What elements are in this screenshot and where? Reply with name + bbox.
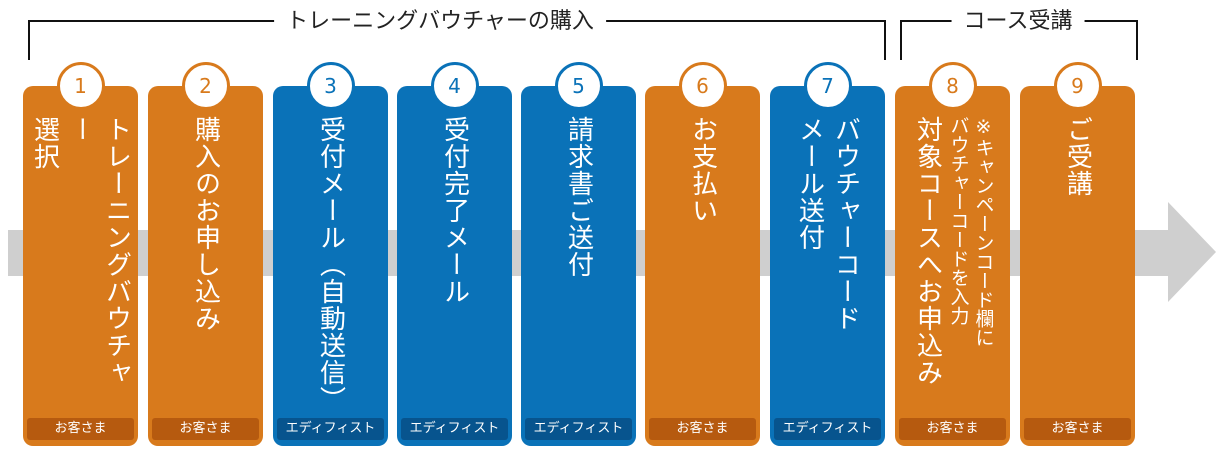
step-3: 3 受付メール（自動送信） エディフィスト (273, 62, 388, 446)
actor-badge: お客さま (899, 418, 1006, 440)
step-8: 8 対象コースへお申込み ※キャンペーンコード欄に バウチャーコードを入力 お客… (895, 62, 1010, 446)
actor-badge: エディフィスト (774, 418, 881, 440)
step-number: 7 (803, 62, 852, 110)
actor-badge: エディフィスト (401, 418, 508, 440)
actor-badge: お客さま (27, 418, 134, 440)
step-9: 9 ご受講 お客さま (1020, 62, 1135, 446)
step-number: 9 (1053, 62, 1102, 110)
actor-badge: エディフィスト (277, 418, 384, 440)
actor-badge: お客さま (649, 418, 756, 440)
step-title: 請求書ご送付 (563, 116, 594, 278)
step-title: トレーニングバウチャー 選択 (29, 116, 132, 386)
section-title-voucher-purchase: トレーニングバウチャーの購入 (274, 6, 606, 38)
step-title: 購入のお申し込み (190, 116, 221, 332)
step-title: バウチャーコード メール送付 (794, 116, 861, 332)
step-number: 4 (430, 62, 479, 110)
step-1: 1 トレーニングバウチャー 選択 お客さま (23, 62, 138, 446)
step-6: 6 お支払い お客さま (645, 62, 760, 446)
step-5: 5 請求書ご送付 エディフィスト (521, 62, 636, 446)
step-number: 6 (678, 62, 727, 110)
actor-badge: お客さま (152, 418, 259, 440)
section-title-course-attendance: コース受講 (951, 6, 1085, 38)
actor-badge: お客さま (1024, 418, 1131, 440)
step-7: 7 バウチャーコード メール送付 エディフィスト (770, 62, 885, 446)
step-4: 4 受付完了メール エディフィスト (397, 62, 512, 446)
actor-badge: エディフィスト (525, 418, 632, 440)
step-number: 5 (554, 62, 603, 110)
step-title: お支払い (687, 116, 718, 224)
step-number: 8 (928, 62, 977, 110)
step-note: ※キャンペーンコード欄に バウチャーコードを入力 (947, 116, 995, 347)
step-title: 受付完了メール (439, 116, 470, 305)
step-title: 対象コースへお申込み (912, 116, 943, 386)
step-number: 1 (56, 62, 105, 110)
step-title: ご受講 (1062, 116, 1093, 197)
step-number: 3 (306, 62, 355, 110)
step-title: 受付メール（自動送信） (315, 116, 346, 413)
step-2: 2 購入のお申し込み お客さま (148, 62, 263, 446)
step-number: 2 (181, 62, 230, 110)
